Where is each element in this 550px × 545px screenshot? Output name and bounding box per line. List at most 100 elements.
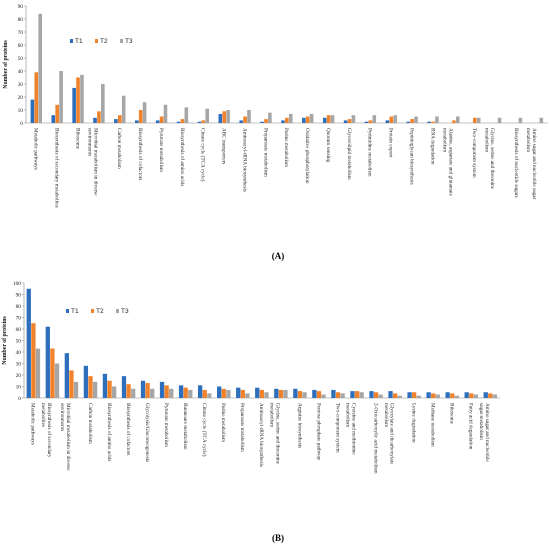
bar-t1 <box>64 353 69 398</box>
bar-t3 <box>454 395 459 398</box>
y-tick-label: 0 <box>20 121 23 127</box>
legend-swatch-t1 <box>66 309 69 313</box>
x-tick-label: Glycine, serine and threoninemetabolism <box>269 403 281 465</box>
x-tick-label: Biosynthesis of secondary metabolites <box>54 128 61 208</box>
bar-t3 <box>518 117 523 123</box>
bar-t1 <box>239 120 243 123</box>
bar-t3 <box>226 110 230 123</box>
y-tick-label: 90 <box>18 4 24 10</box>
y-tick-label: 60 <box>16 327 22 333</box>
x-tick-label: Glyoxylate and dicarboxylatemetabolism <box>383 403 395 465</box>
bar-t3 <box>35 348 41 398</box>
legend-label-t2: T2 <box>96 308 104 315</box>
bar-t3 <box>351 115 356 123</box>
bar-t2 <box>243 116 247 123</box>
y-tick-label: 90 <box>16 292 22 298</box>
y-tick-label: 10 <box>16 384 22 390</box>
x-tick-label: Oxidative phosphorylation <box>304 128 310 184</box>
x-tick-label: Biosynthesis of amino acids <box>179 128 186 186</box>
x-tick-label: Pyruvate metabolism <box>158 128 164 172</box>
bar-t1 <box>388 391 393 398</box>
bar-t3 <box>205 108 210 123</box>
bar-t1 <box>217 386 222 398</box>
bar-t3 <box>473 394 479 398</box>
bar-t2 <box>450 393 455 398</box>
bar-t2 <box>326 115 331 123</box>
bar-t1 <box>176 121 181 123</box>
bar-t1 <box>218 113 223 123</box>
x-tick-label: Ribosome <box>449 403 455 425</box>
y-tick-label: 80 <box>18 17 24 23</box>
bar-t2 <box>183 387 188 398</box>
chart-b: 0 10 20 30 40 50 60 70 80 90 100 Number of proteins… <box>2 281 500 474</box>
y-tick-label: 40 <box>18 69 24 75</box>
chart-a: 0 10 20 30 40 50 60 70 80 90 Number of proteins Met… <box>3 4 548 208</box>
panel-label-b: (B) <box>272 533 284 543</box>
bar-t3 <box>142 102 147 123</box>
bar-t2 <box>472 117 477 123</box>
x-tick-label: Metabolic pathways <box>30 403 36 445</box>
bar-t2 <box>97 111 101 123</box>
bar-t1 <box>83 365 89 398</box>
bar-t1 <box>121 376 127 398</box>
y-tick-label: 0 <box>18 396 21 402</box>
bar-t1 <box>255 387 260 398</box>
y-tick-label: 70 <box>18 30 24 36</box>
bar-t1 <box>72 87 76 123</box>
legend-swatch-t3 <box>120 39 123 43</box>
bar-t3 <box>92 381 98 398</box>
bar-t2 <box>410 119 414 123</box>
bar-t2 <box>221 388 226 398</box>
legend-label-t2: T2 <box>100 38 108 45</box>
bar-t3 <box>268 112 272 123</box>
x-tick-label: Methane metabolism <box>430 403 436 447</box>
legend-label-t3: T3 <box>125 38 133 45</box>
bar-t3 <box>455 116 460 123</box>
x-tick-label: Two-component system <box>471 128 477 178</box>
bar-t3 <box>59 71 63 123</box>
y-axis-title: Number of proteins <box>3 40 9 89</box>
bar-t2 <box>55 104 59 123</box>
bar-t2 <box>316 391 322 398</box>
bar-t3 <box>188 389 193 398</box>
bar-t2 <box>264 119 268 123</box>
x-tick-label: Pentose phosphate pathway <box>315 403 321 461</box>
bar-t1 <box>293 388 298 398</box>
bar-t2 <box>412 392 417 398</box>
legend-swatch-t2 <box>95 39 98 43</box>
x-tick-label: Biosynthesis of cofactors <box>125 403 132 455</box>
bar-t1 <box>322 117 327 123</box>
bar-t3 <box>372 115 377 123</box>
bar-t3 <box>476 117 481 123</box>
bar-t2 <box>259 389 264 398</box>
x-tick-label: RNA degradation <box>429 128 435 165</box>
bar-t1 <box>134 120 139 123</box>
bar-t2 <box>431 393 436 398</box>
x-tick-label: Alanine, aspartate and glutamatemetaboli… <box>442 128 454 197</box>
x-tick-label: Purine metabolism <box>283 128 289 167</box>
bar-t2 <box>354 391 360 398</box>
bar-t1 <box>369 391 374 398</box>
y-tick-label: 20 <box>18 95 24 101</box>
bar-t2 <box>297 391 303 398</box>
bar-t3 <box>414 116 418 123</box>
bar-t3 <box>163 104 168 123</box>
legend-label-t1: T1 <box>71 308 79 315</box>
bar-t2 <box>305 116 310 123</box>
bar-t2 <box>347 119 352 123</box>
bar-t3 <box>111 386 117 398</box>
x-tick-label: Metabolic pathways <box>33 128 39 170</box>
x-tick-label: ABC transporters <box>221 128 227 164</box>
legend-label-t1: T1 <box>75 38 83 45</box>
x-tick-label: Biosynthesis of cofactors <box>137 128 144 180</box>
bar-t2 <box>31 323 36 398</box>
x-tick-label: Amino sugar and nucleotidesugar metaboli… <box>478 403 490 462</box>
bar-t3 <box>288 113 293 123</box>
bar-t2 <box>164 385 169 398</box>
bar-t3 <box>38 13 42 123</box>
bar-t3 <box>539 117 544 123</box>
panel-label-a: (A) <box>272 251 285 261</box>
bar-t2 <box>278 389 284 398</box>
bar-t2 <box>335 392 341 398</box>
bar-t1 <box>102 373 108 398</box>
